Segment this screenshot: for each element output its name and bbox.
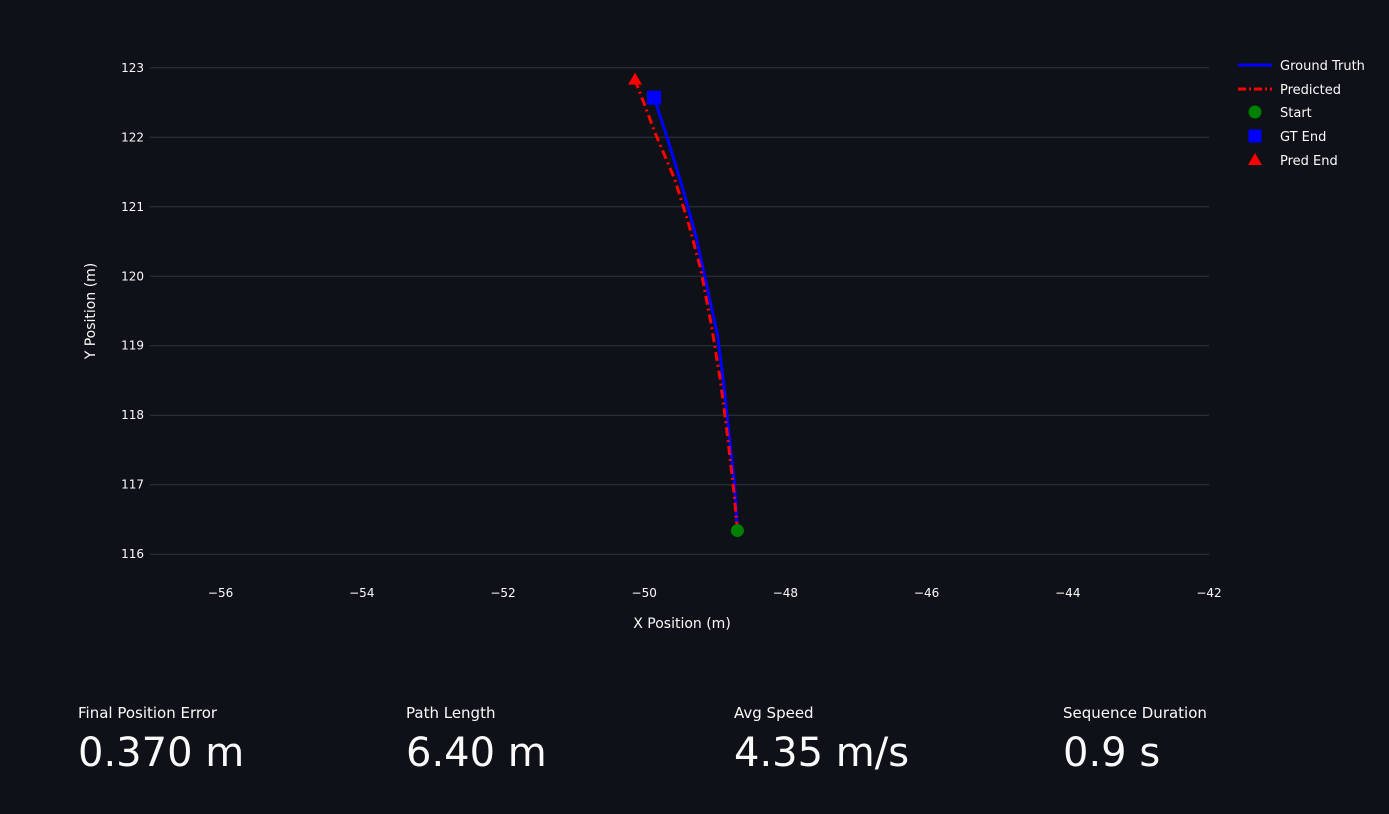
metric-avg-speed: Avg Speed 4.35 m/s bbox=[734, 704, 909, 776]
y-tick-label: 120 bbox=[121, 269, 144, 283]
legend-swatch-gt-end bbox=[1248, 129, 1262, 143]
metric-path-length: Path Length 6.40 m bbox=[406, 704, 547, 776]
x-tick-label: −44 bbox=[1055, 586, 1080, 600]
y-tick-label: 123 bbox=[121, 61, 144, 75]
y-tick-label: 119 bbox=[121, 339, 144, 353]
metric-final-position-error: Final Position Error 0.370 m bbox=[78, 704, 244, 776]
x-tick-label: −56 bbox=[208, 586, 233, 600]
series-line-ground-truth bbox=[652, 97, 739, 531]
legend-item-gt-end[interactable]: GT End bbox=[1248, 129, 1327, 146]
legend-label-ground-truth: Ground Truth bbox=[1280, 59, 1365, 74]
y-tick-label: 117 bbox=[121, 478, 144, 492]
x-tick-label: −54 bbox=[349, 586, 374, 600]
x-axis-title: X Position (m) bbox=[633, 616, 731, 632]
legend-item-ground-truth[interactable]: Ground Truth bbox=[1238, 59, 1365, 74]
series-line-predicted bbox=[633, 79, 739, 531]
y-tick-label: 118 bbox=[121, 408, 144, 422]
y-axis-ticks: 116 117 118 119 120 121 122 123 bbox=[121, 61, 144, 561]
x-tick-label: −50 bbox=[632, 586, 657, 600]
metric-label: Avg Speed bbox=[734, 704, 814, 722]
marker-layer bbox=[628, 72, 744, 538]
legend-swatch-pred-end bbox=[1248, 153, 1262, 165]
legend-item-predicted[interactable]: Predicted bbox=[1238, 83, 1341, 98]
metric-value: 4.35 m/s bbox=[734, 730, 910, 776]
metric-value: 0.370 m bbox=[78, 730, 245, 776]
y-tick-label: 116 bbox=[121, 547, 144, 561]
grid-lines bbox=[150, 67, 1209, 555]
y-axis-title: Y Position (m) bbox=[83, 263, 99, 361]
metrics-row: Final Position Error 0.370 m Path Length… bbox=[78, 704, 1378, 804]
x-tick-label: −52 bbox=[490, 586, 515, 600]
metric-label: Path Length bbox=[406, 704, 496, 722]
legend-label-pred-end: Pred End bbox=[1280, 154, 1338, 169]
metric-sequence-duration: Sequence Duration 0.9 s bbox=[1063, 704, 1207, 776]
x-tick-label: −46 bbox=[914, 586, 939, 600]
metric-label: Final Position Error bbox=[78, 704, 218, 722]
legend-item-pred-end[interactable]: Pred End bbox=[1248, 153, 1338, 169]
y-tick-label: 122 bbox=[121, 130, 144, 144]
y-tick-label: 121 bbox=[121, 200, 144, 214]
metric-label: Sequence Duration bbox=[1063, 704, 1207, 722]
legend-swatch-start bbox=[1248, 105, 1262, 119]
marker-gt-end bbox=[647, 90, 662, 105]
x-tick-label: −42 bbox=[1196, 586, 1221, 600]
legend-label-predicted: Predicted bbox=[1280, 83, 1341, 98]
legend-item-start[interactable]: Start bbox=[1248, 105, 1312, 122]
legend-label-gt-end: GT End bbox=[1280, 130, 1326, 145]
trajectory-chart: −56 −54 −52 −50 −48 −46 −44 −42 116 117 118 119 120… bbox=[83, 59, 1365, 632]
metric-value: 0.9 s bbox=[1063, 730, 1161, 776]
x-axis-ticks: −56 −54 −52 −50 −48 −46 −44 −42 bbox=[208, 586, 1222, 600]
series-layer bbox=[633, 79, 739, 531]
marker-start bbox=[730, 524, 744, 538]
legend-label-start: Start bbox=[1280, 106, 1312, 121]
metric-value: 6.40 m bbox=[406, 730, 547, 776]
x-tick-label: −48 bbox=[773, 586, 798, 600]
legend: Ground Truth Predicted Start GT End Pred… bbox=[1238, 59, 1365, 169]
marker-pred-end bbox=[628, 72, 643, 85]
